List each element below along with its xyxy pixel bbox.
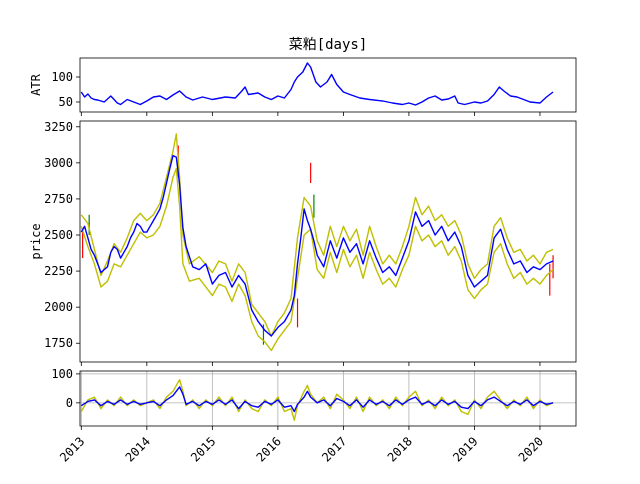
x-tick-label-2019: 2019 [450, 434, 480, 464]
price-series-1 [80, 167, 554, 352]
price-ylabel: price [29, 223, 43, 259]
osc-ytick-label-100: 100 [51, 367, 73, 381]
x-tick-label-2020: 2020 [516, 434, 546, 464]
price-ytick-label-2500: 2500 [44, 228, 73, 242]
chart-title: 菜粕[days] [289, 37, 368, 53]
price-ytick-label-2000: 2000 [44, 300, 73, 314]
atr-ytick-label-100: 100 [51, 70, 73, 84]
atr-series-0 [80, 62, 554, 106]
atr-panel: 50 100 ATR [29, 57, 577, 116]
x-tick-label-2013: 2013 [57, 434, 87, 464]
oscillator-panel: 0 100 [51, 367, 577, 430]
x-tick-label-2018: 2018 [385, 434, 415, 464]
atr-ylabel: ATR [29, 73, 43, 95]
x-tick-label-2014: 2014 [123, 434, 153, 464]
osc-series-1 [80, 386, 554, 413]
price-ytick-label-2750: 2750 [44, 192, 73, 206]
price-frame [79, 120, 577, 363]
price-series-2 [80, 154, 554, 337]
osc-frame [79, 370, 577, 427]
x-tick-label-2015: 2015 [188, 434, 218, 464]
price-ytick-label-1750: 1750 [44, 336, 73, 350]
price-ytick-label-3000: 3000 [44, 156, 73, 170]
osc-series-0 [80, 379, 554, 421]
atr-ytick-label-50: 50 [59, 95, 73, 109]
price-panel: 1750 2000 2250 2500 2750 3000 3250 price [29, 120, 577, 366]
price-ytick-label-2250: 2250 [44, 264, 73, 278]
x-axis: 2013 2014 2015 2016 2017 2018 2019 2020 [57, 434, 546, 464]
x-tick-label-2017: 2017 [319, 434, 349, 464]
atr-frame [79, 57, 577, 113]
price-ytick-label-3250: 3250 [44, 120, 73, 134]
osc-ytick-label-0: 0 [66, 396, 73, 410]
price-series-0 [80, 133, 554, 337]
x-tick-label-2016: 2016 [254, 434, 284, 464]
